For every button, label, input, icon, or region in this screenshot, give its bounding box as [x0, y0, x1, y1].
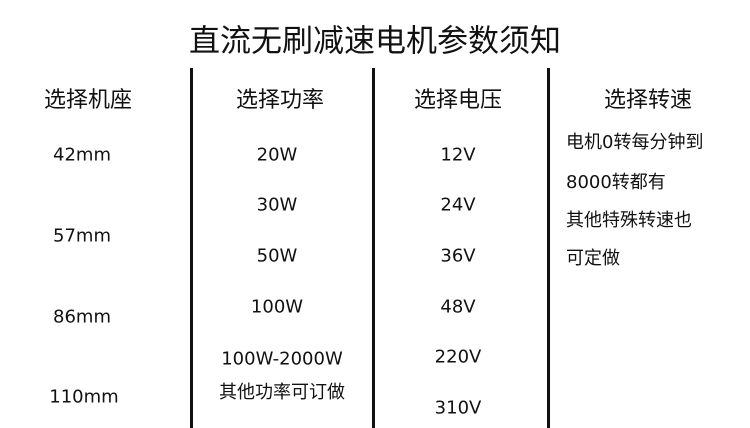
voltage-item: 310V	[434, 397, 482, 419]
voltage-item: 12V	[440, 144, 476, 166]
header-speed: 选择转速	[603, 88, 693, 113]
speed-text-line: 8000转都有	[566, 172, 666, 193]
frame-size-item: 110mm	[49, 386, 119, 408]
header-power: 选择功率	[235, 88, 325, 113]
voltage-item: 220V	[434, 346, 482, 368]
frame-size-item: 86mm	[53, 306, 111, 328]
voltage-item: 48V	[440, 296, 476, 318]
power-item: 100W	[250, 296, 304, 318]
power-item: 其他功率可订做	[219, 382, 345, 403]
column-divider	[190, 68, 193, 428]
column-divider	[547, 68, 550, 428]
header-voltage: 选择电压	[413, 88, 503, 113]
power-item: 30W	[256, 194, 298, 216]
header-frame-size: 选择机座	[43, 88, 133, 113]
page-title: 直流无刷减速电机参数须知	[189, 23, 561, 60]
frame-size-item: 42mm	[53, 144, 111, 166]
power-item: 100W-2000W	[221, 348, 343, 370]
column-divider	[372, 68, 375, 428]
frame-size-item: 57mm	[53, 225, 111, 247]
speed-text-line: 可定做	[566, 248, 620, 269]
speed-text-line: 电机0转每分钟到	[566, 132, 704, 153]
power-item: 20W	[256, 144, 298, 166]
voltage-item: 24V	[440, 194, 476, 216]
voltage-item: 36V	[440, 245, 476, 267]
power-item: 50W	[256, 245, 298, 267]
speed-text-line: 其他特殊转速也	[566, 210, 692, 231]
